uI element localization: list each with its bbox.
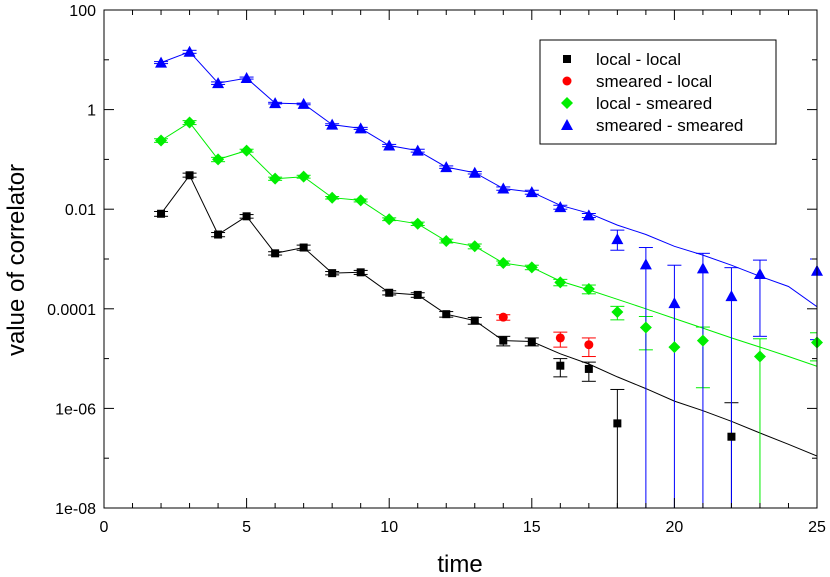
data-point-local-local: [727, 432, 736, 441]
data-point-smeared-smeared: [497, 182, 510, 194]
data-point-smeared-smeared: [753, 267, 766, 279]
data-point-smeared-smeared: [668, 297, 681, 309]
y-tick-label: 100: [69, 3, 96, 20]
data-point-local-smeared: [183, 116, 196, 129]
data-point-smeared-smeared: [696, 262, 709, 274]
data-point-local-local: [299, 243, 308, 252]
data-point-smeared-smeared: [639, 258, 652, 270]
data-point-smeared-smeared: [411, 144, 424, 156]
legend-marker-smeared-local: [562, 76, 572, 86]
data-point-local-smeared: [240, 144, 253, 157]
y-axis-title: value of correlator: [3, 164, 30, 356]
data-point-local-local: [214, 230, 223, 239]
data-point-local-smeared: [611, 306, 624, 319]
x-tick-label: 20: [666, 519, 684, 536]
data-point-local-smeared: [554, 276, 567, 289]
data-point-smeared-smeared: [554, 201, 567, 213]
data-point-smeared-smeared: [725, 290, 738, 302]
data-point-local-smeared: [753, 350, 766, 363]
data-point-local-local: [242, 212, 251, 221]
axis-ticks: 0 5 10 15 20 25 1e-08 1e-06 0.0001 0.01 1 100: [47, 3, 826, 536]
data-point-local-smeared: [326, 191, 339, 204]
legend-label-local-local: local - local: [596, 50, 681, 69]
data-point-local-smeared: [354, 194, 367, 207]
data-point-local-local: [271, 249, 280, 258]
data-point-smeared-smeared: [525, 186, 538, 198]
data-point-local-local: [185, 171, 194, 180]
x-tick-label: 15: [523, 519, 541, 536]
legend-label-smeared-local: smeared - local: [596, 72, 712, 91]
data-point-local-smeared: [468, 240, 481, 253]
legend-marker-local-local: [563, 55, 571, 63]
data-point-local-smeared: [639, 321, 652, 334]
data-point-smeared-local: [584, 340, 594, 350]
fit-lines: [160, 51, 817, 457]
data-point-local-local: [356, 268, 365, 277]
x-tick-label: 10: [380, 519, 398, 536]
legend: local - local smeared - local local - smea…: [539, 39, 777, 145]
fit-line-smeared-smeared: [160, 51, 817, 308]
y-tick-label: 1: [87, 103, 96, 120]
data-point-local-smeared: [297, 170, 310, 183]
data-point-local-smeared: [582, 282, 595, 295]
data-point-smeared-smeared: [440, 161, 453, 173]
data-point-smeared-smeared: [155, 56, 168, 68]
data-point-local-smeared: [440, 234, 453, 247]
data-point-smeared-smeared: [582, 209, 595, 221]
legend-label-smeared-smeared: smeared - smeared: [596, 116, 743, 135]
fit-line-local-local: [160, 174, 817, 457]
legend-marker-local-smeared: [561, 97, 573, 109]
data-point-local-local: [442, 310, 451, 319]
x-tick-label: 5: [242, 519, 251, 536]
data-point-local-smeared: [269, 172, 282, 185]
y-tick-label: 0.0001: [47, 302, 96, 319]
data-point-local-smeared: [497, 257, 510, 270]
data-point-smeared-smeared: [326, 118, 339, 130]
data-point-local-local: [328, 269, 337, 278]
data-point-smeared-smeared: [183, 45, 196, 57]
y-tick-label: 1e-08: [55, 501, 96, 518]
data-point-smeared-smeared: [611, 233, 624, 245]
x-tick-label: 0: [100, 519, 109, 536]
data-point-local-smeared: [155, 134, 168, 147]
data-point-local-local: [157, 209, 166, 218]
data-point-local-smeared: [696, 334, 709, 347]
data-point-local-local: [527, 337, 536, 346]
y-tick-label: 0.01: [65, 202, 96, 219]
data-point-smeared-local: [555, 333, 565, 343]
data-point-smeared-smeared: [240, 72, 253, 84]
data-point-local-smeared: [668, 341, 681, 354]
data-point-local-local: [385, 288, 394, 297]
data-point-local-smeared: [383, 213, 396, 226]
fit-line-local-smeared: [160, 121, 817, 367]
legend-box: [539, 39, 777, 145]
data-point-local-local: [470, 316, 479, 325]
data-point-smeared-smeared: [468, 166, 481, 178]
data-point-smeared-smeared: [383, 139, 396, 151]
data-markers: [155, 45, 823, 441]
data-point-smeared-local: [498, 312, 508, 322]
data-point-local-local: [499, 336, 508, 345]
data-point-local-smeared: [212, 153, 225, 166]
x-axis-title: time: [437, 551, 482, 577]
data-point-smeared-smeared: [212, 77, 225, 89]
data-point-local-smeared: [525, 261, 538, 274]
x-tick-label: 25: [808, 519, 826, 536]
data-point-local-smeared: [411, 217, 424, 230]
data-point-local-local: [613, 419, 622, 428]
data-point-local-local: [584, 364, 593, 373]
data-point-smeared-smeared: [269, 97, 282, 109]
legend-marker-smeared-smeared: [561, 119, 573, 130]
data-point-local-local: [413, 290, 422, 299]
data-point-smeared-smeared: [354, 122, 367, 134]
data-point-local-local: [556, 361, 565, 370]
legend-label-local-smeared: local - smeared: [596, 94, 712, 113]
y-tick-label: 1e-06: [55, 401, 96, 418]
data-point-smeared-smeared: [297, 97, 310, 109]
